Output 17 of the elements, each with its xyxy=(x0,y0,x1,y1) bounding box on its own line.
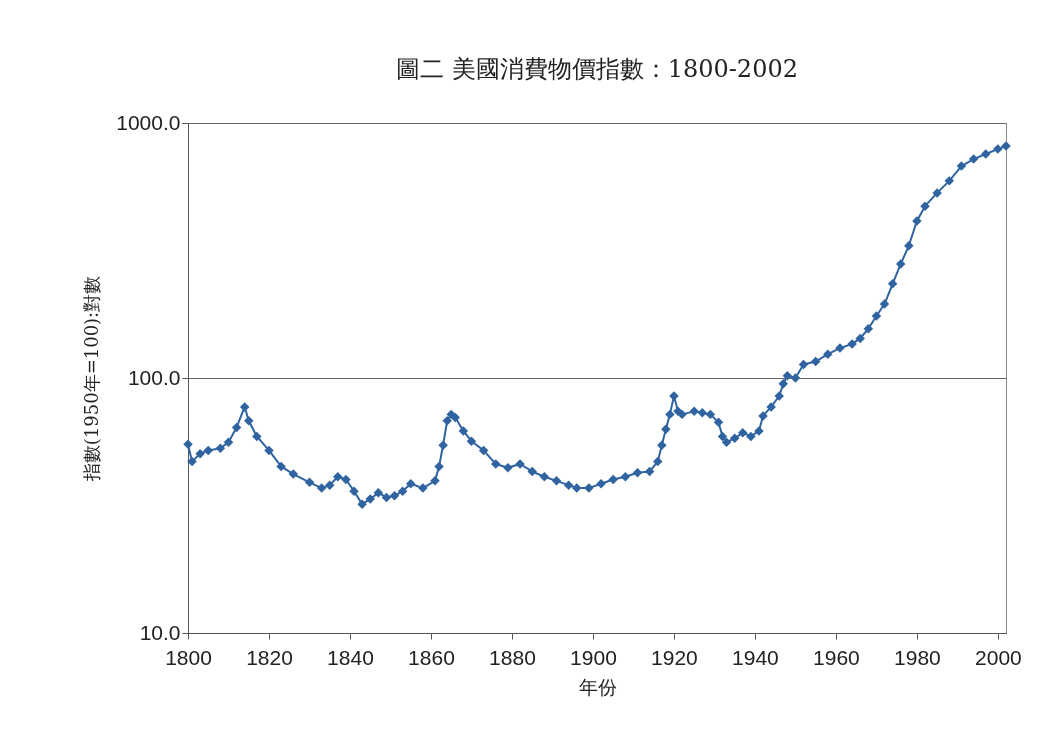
x-tick-label: 1860 xyxy=(408,645,455,669)
y-tick-label: 100.0 xyxy=(127,365,181,389)
x-tick-label: 1980 xyxy=(894,645,941,669)
chart-title: 圖二 美國消費物價指數：1800-2002 xyxy=(396,55,798,83)
x-tick-label: 1800 xyxy=(165,645,212,669)
x-tick-label: 2000 xyxy=(975,645,1022,669)
x-tick-label: 1840 xyxy=(327,645,374,669)
y-axis-title: 指數(1950年=100):對數 xyxy=(81,275,103,483)
x-tick-label: 1920 xyxy=(651,645,698,669)
x-tick-label: 1820 xyxy=(246,645,293,669)
x-tick-label: 1900 xyxy=(570,645,617,669)
x-axis-title: 年份 xyxy=(578,675,617,698)
x-tick-label: 1940 xyxy=(732,645,779,669)
y-tick-label: 1000.0 xyxy=(116,110,181,134)
y-tick-label: 10.0 xyxy=(139,620,181,644)
x-tick-label: 1880 xyxy=(489,645,536,669)
x-tick-label: 1960 xyxy=(813,645,860,669)
